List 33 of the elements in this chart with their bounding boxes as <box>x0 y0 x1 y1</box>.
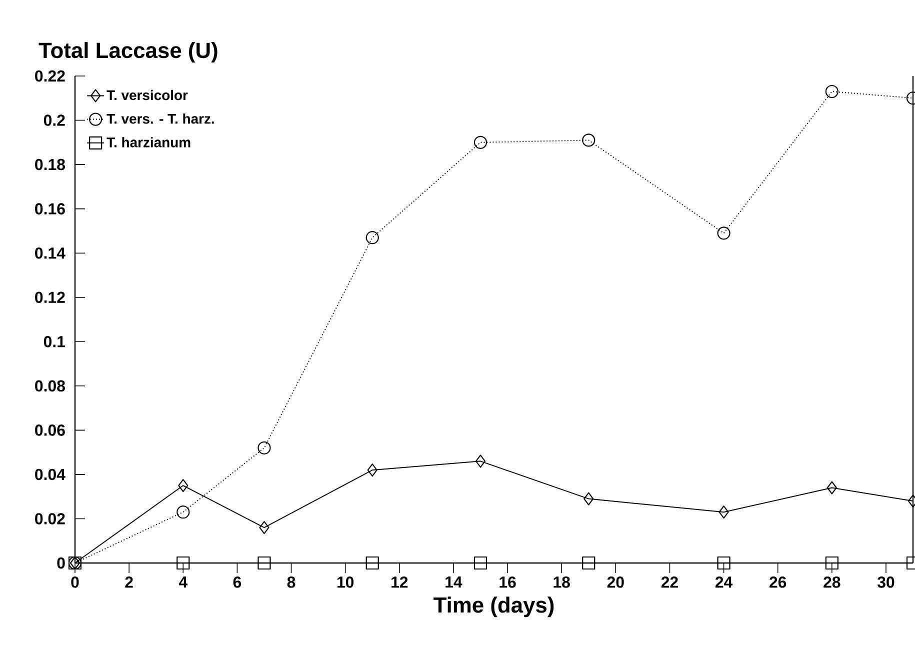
x-tick-label: 22 <box>661 576 678 588</box>
x-tick-label: 24 <box>715 576 733 588</box>
x-tick-label: 28 <box>824 576 840 588</box>
y-tick-label: 0.2 <box>44 114 65 126</box>
x-tick-label: 4 <box>178 576 188 588</box>
legend-label: T. versicolor <box>106 90 188 100</box>
x-tick-label: 0 <box>71 576 79 588</box>
y-tick-label: 0.04 <box>35 468 66 480</box>
y-tick-label: 0.02 <box>35 513 65 524</box>
legend-label: T. harzianum <box>106 137 190 148</box>
chart-title: Total Laccase (U) <box>38 42 218 62</box>
x-tick-label: 12 <box>392 576 408 588</box>
y-tick-label: 0.06 <box>35 424 65 436</box>
x-tick-label: 6 <box>233 576 242 588</box>
x-tick-label: 20 <box>607 576 624 588</box>
x-tick-label: 18 <box>554 576 570 588</box>
y-tick-label: 0.08 <box>35 380 65 392</box>
x-tick-label: 10 <box>337 576 354 588</box>
y-tick-label: 0.12 <box>35 292 65 304</box>
x-tick-label: 8 <box>287 576 296 588</box>
x-tick-label: 14 <box>446 576 462 588</box>
x-tick-label: 2 <box>125 576 133 588</box>
y-tick-label: 0.16 <box>35 203 65 214</box>
x-tick-label: 26 <box>770 576 786 588</box>
x-tick-label: 16 <box>500 576 516 588</box>
y-tick-label: 0.14 <box>35 247 66 259</box>
x-axis-title: Time (days) <box>434 596 554 618</box>
y-tick-label: 0.1 <box>44 336 66 348</box>
y-tick-label: 0.18 <box>35 158 65 170</box>
y-tick-label: 0 <box>57 557 65 569</box>
x-tick-label: 30 <box>877 576 894 588</box>
y-tick-label: 0.22 <box>35 70 65 82</box>
legend-label: T. vers. - T. harz. <box>106 114 214 124</box>
